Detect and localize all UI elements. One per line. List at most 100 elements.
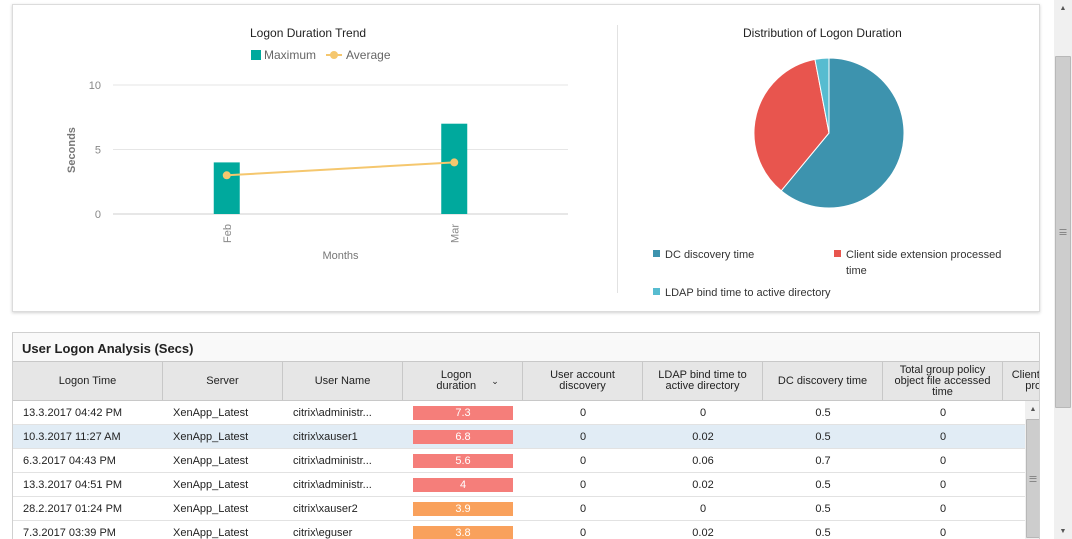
cell-gpo-file-accessed-time: 0 [939, 430, 947, 443]
logon-duration-bar: 7.3 [413, 405, 513, 420]
column-header-logon-time[interactable]: Logon Time [13, 362, 163, 400]
pie-legend-item-ldap[interactable]: LDAP bind time to active directory [653, 285, 873, 301]
legend-average-label[interactable]: Average [346, 48, 391, 62]
cell-server: XenApp_Latest [173, 502, 249, 515]
logon-duration-bar: 5.6 [413, 453, 513, 468]
cell-logon-time: 7.3.2017 03:39 PM [23, 526, 116, 539]
user-logon-table-panel: User Logon Analysis (Secs) Logon Time Se… [12, 332, 1040, 539]
trend-chart-legend: Maximum Average [251, 48, 391, 62]
column-header-ldap-bind-time[interactable]: LDAP bind time to active directory [643, 362, 763, 400]
trend-x-axis-label: Months [322, 250, 359, 262]
cell-ldap-bind-time: 0.02 [692, 526, 714, 539]
cell-user-account-discovery: 0 [579, 430, 587, 443]
pie-legend-label-dc: DC discovery time [665, 249, 755, 261]
cell-gpo-file-accessed-time: 0 [939, 502, 947, 515]
table-title: User Logon Analysis (Secs) [13, 333, 1039, 361]
pie-legend-item-dc[interactable]: DC discovery time [653, 247, 813, 263]
cell-user-account-discovery: 0 [579, 526, 587, 539]
logon-duration-bar: 3.9 [413, 501, 513, 516]
table-scroll-thumb[interactable] [1026, 419, 1039, 538]
table-body: 13.3.2017 04:42 PM XenApp_Latest citrix\ad… [13, 401, 1039, 539]
pie-legend-dot-cse [834, 250, 841, 257]
cell-server: XenApp_Latest [173, 478, 249, 491]
cell-dc-discovery-time: 0.7 [815, 454, 831, 467]
trend-x-tick-label: Feb [222, 224, 234, 243]
column-header-user-account-discovery[interactable]: User account discovery [523, 362, 643, 400]
cell-user-account-discovery: 0 [579, 454, 587, 467]
trend-point-average[interactable] [222, 171, 231, 180]
pie-legend-label-cse: Client side extension processed time [846, 249, 1002, 277]
cell-user-account-discovery: 0 [579, 478, 587, 491]
cell-dc-discovery-time: 0.5 [815, 406, 831, 419]
table-row[interactable]: 13.3.2017 04:42 PM XenApp_Latest citrix\ad… [13, 401, 1039, 425]
column-header-cse-processed-time[interactable]: Client side extension processed time [1003, 362, 1039, 400]
table-row[interactable]: 10.3.2017 11:27 AM XenApp_Latest citrix\xa… [13, 425, 1039, 449]
cell-user-name: citrix\administr... [293, 478, 372, 491]
cell-user-account-discovery: 0 [579, 502, 587, 515]
sort-icon[interactable]: ⌄ [491, 375, 499, 386]
trend-y-axis-label: Seconds [66, 127, 78, 173]
table-row[interactable]: 7.3.2017 03:39 PM XenApp_Latest citrix\egu… [13, 521, 1039, 539]
pie-legend-dot-dc [653, 250, 660, 257]
column-header-server[interactable]: Server [163, 362, 283, 400]
trend-line-average [226, 161, 455, 177]
legend-maximum-label[interactable]: Maximum [264, 48, 317, 62]
cell-ldap-bind-time: 0.02 [692, 430, 714, 443]
cell-server: XenApp_Latest [173, 430, 249, 443]
trend-y-tick-label: 10 [89, 80, 101, 92]
trend-bar-maximum[interactable] [213, 162, 240, 214]
legend-average-swatch [326, 50, 343, 60]
column-header-logon-duration[interactable]: Logon duration ⌄ [403, 362, 523, 400]
cell-logon-time: 13.3.2017 04:51 PM [23, 478, 123, 491]
column-header-dc-discovery-time[interactable]: DC discovery time [763, 362, 883, 400]
cell-gpo-file-accessed-time: 0 [939, 478, 947, 491]
cell-server: XenApp_Latest [173, 526, 249, 539]
trend-point-average[interactable] [450, 158, 459, 167]
pie-slice[interactable] [780, 57, 905, 209]
table-scrollbar[interactable]: ▲ [1025, 401, 1039, 539]
cell-dc-discovery-time: 0.5 [815, 526, 831, 539]
cell-server: XenApp_Latest [173, 406, 249, 419]
table-row[interactable]: 13.3.2017 04:51 PM XenApp_Latest citrix\ad… [13, 473, 1039, 497]
cell-user-name: citrix\xauser1 [293, 430, 358, 443]
cell-gpo-file-accessed-time: 0 [939, 454, 947, 467]
cell-dc-discovery-time: 0.5 [815, 430, 831, 443]
logon-duration-bar: 3.8 [413, 525, 513, 539]
window-scrollbar[interactable]: ▲ ▼ [1054, 0, 1072, 539]
window-scroll-down-icon[interactable]: ▼ [1059, 527, 1067, 535]
pie-slice[interactable] [814, 57, 830, 134]
cell-user-account-discovery: 0 [579, 406, 587, 419]
cell-ldap-bind-time: 0 [699, 406, 707, 419]
pie-chart-title: Distribution of Logon Duration [743, 26, 902, 40]
cell-logon-duration: 4 [403, 473, 523, 496]
table-header: Logon Time Server User Name Logon durati… [13, 361, 1039, 401]
column-header-user-name[interactable]: User Name [283, 362, 403, 400]
pie-legend-item-cse[interactable]: Client side extension processed time [834, 247, 1014, 279]
window-scroll-thumb[interactable] [1055, 56, 1071, 408]
cell-server: XenApp_Latest [173, 454, 249, 467]
cell-logon-time: 13.3.2017 04:42 PM [23, 406, 123, 419]
cell-dc-discovery-time: 0.5 [815, 478, 831, 491]
table-row[interactable]: 6.3.2017 04:43 PM XenApp_Latest citrix\adm… [13, 449, 1039, 473]
cell-gpo-file-accessed-time: 0 [939, 526, 947, 539]
table-row[interactable]: 28.2.2017 01:24 PM XenApp_Latest citrix\xa… [13, 497, 1039, 521]
cell-logon-duration: 7.3 [403, 401, 523, 424]
cell-logon-duration: 6.8 [403, 425, 523, 448]
table-scroll-up-icon[interactable]: ▲ [1029, 405, 1037, 413]
trend-y-tick-label: 5 [95, 145, 101, 157]
window-scroll-up-icon[interactable]: ▲ [1059, 4, 1067, 12]
cell-ldap-bind-time: 0 [699, 502, 707, 515]
pie-chart-svg [753, 57, 905, 209]
trend-chart-svg: 10 5 0 Feb Mar Seconds Months [66, 80, 568, 262]
column-header-gpo-file-accessed-time[interactable]: Total group policy object file accessed … [883, 362, 1003, 400]
trend-x-tick-label: Mar [449, 224, 461, 243]
legend-maximum-swatch [251, 50, 261, 60]
pie-slice[interactable] [753, 58, 830, 192]
cell-logon-time: 6.3.2017 04:43 PM [23, 454, 116, 467]
cell-dc-discovery-time: 0.5 [815, 502, 831, 515]
cell-user-name: citrix\xauser2 [293, 502, 358, 515]
cell-logon-time: 28.2.2017 01:24 PM [23, 502, 123, 515]
cell-logon-time: 10.3.2017 11:27 AM [23, 430, 121, 443]
trend-bar-maximum[interactable] [441, 123, 468, 214]
